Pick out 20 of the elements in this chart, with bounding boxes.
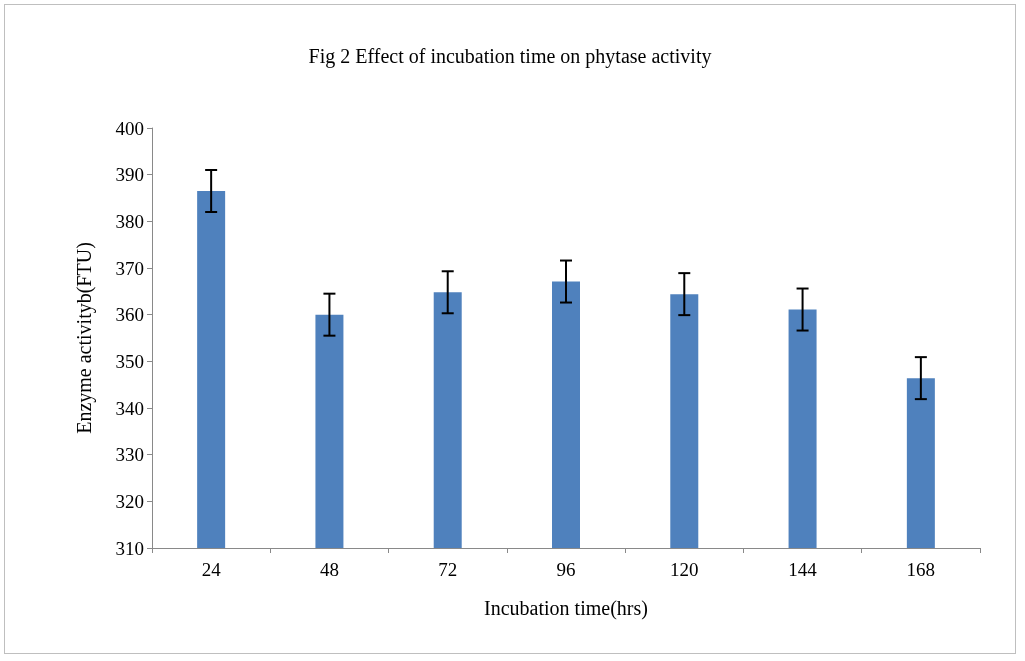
x-tick-label: 120: [670, 559, 699, 580]
y-tick-label: 400: [115, 117, 144, 139]
y-tick-label: 310: [115, 537, 144, 559]
x-tick-label: 144: [788, 559, 818, 580]
y-tick-label: 380: [115, 210, 144, 232]
y-tick-label: 350: [115, 350, 144, 372]
y-tick-label: 390: [115, 164, 144, 186]
x-axis-title: Incubation time(hrs): [484, 597, 648, 620]
chart-title: Fig 2 Effect of incubation time on phytase activity: [308, 45, 712, 68]
x-tick-label: 24: [201, 559, 222, 580]
x-tick-label: 72: [438, 559, 458, 580]
x-tick-label: 168: [906, 559, 936, 580]
y-tick-label: 340: [115, 397, 144, 419]
y-tick-label: 360: [115, 304, 144, 326]
y-tick-label: 370: [115, 257, 144, 279]
y-axis-title: Enzyme activityb(FTU): [73, 242, 96, 434]
x-tick-label: 96: [556, 559, 576, 580]
y-tick-label: 320: [115, 490, 144, 512]
x-tick-label: 48: [319, 559, 339, 580]
y-tick-label: 330: [115, 444, 144, 466]
